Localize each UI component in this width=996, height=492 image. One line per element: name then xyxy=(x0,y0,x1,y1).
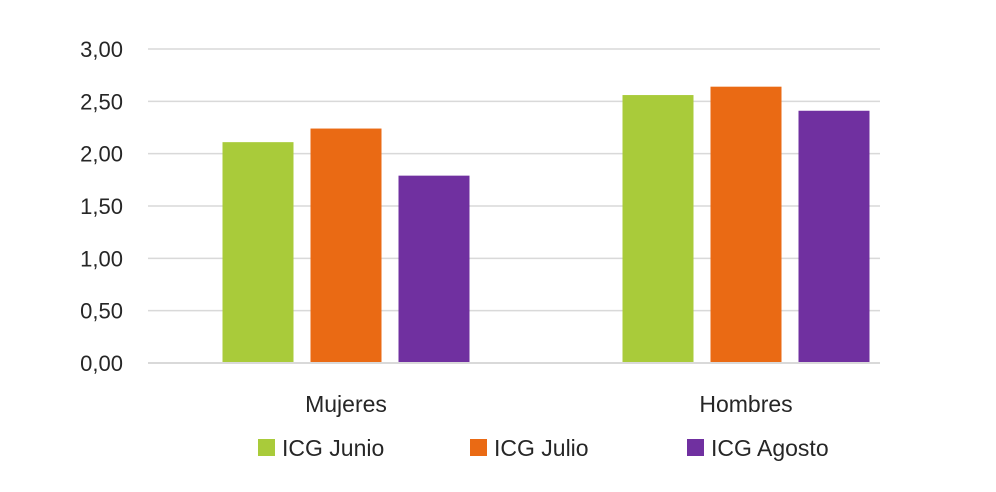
bar-mujeres-icg-junio xyxy=(222,142,294,363)
y-tick-label: 2,50 xyxy=(80,89,123,114)
category-label: Mujeres xyxy=(305,391,387,417)
y-tick-label: 0,50 xyxy=(80,299,123,324)
bar-mujeres-icg-agosto xyxy=(398,175,470,363)
y-tick-label: 2,00 xyxy=(80,142,123,167)
legend-label: ICG Agosto xyxy=(711,435,829,461)
y-tick-label: 3,00 xyxy=(80,37,123,62)
category-labels: Mujeres Hombres xyxy=(305,391,793,417)
y-axis-tick-labels: 0,00 0,50 1,00 1,50 2,00 2,50 3,00 xyxy=(80,37,123,376)
legend-label: ICG Junio xyxy=(282,435,384,461)
y-tick-label: 1,50 xyxy=(80,194,123,219)
legend-swatch xyxy=(687,439,704,456)
bar-hombres-icg-junio xyxy=(622,95,694,363)
legend-swatch xyxy=(470,439,487,456)
legend-label: ICG Julio xyxy=(494,435,589,461)
legend-swatch xyxy=(258,439,275,456)
bar-hombres-icg-agosto xyxy=(798,110,870,364)
bars xyxy=(222,86,870,364)
y-tick-label: 1,00 xyxy=(80,246,123,271)
bar-hombres-icg-julio xyxy=(710,86,782,364)
legend: ICG Junio ICG Julio ICG Agosto xyxy=(258,435,829,461)
category-label: Hombres xyxy=(699,391,792,417)
bar-mujeres-icg-julio xyxy=(310,128,382,363)
y-tick-label: 0,00 xyxy=(80,351,123,376)
